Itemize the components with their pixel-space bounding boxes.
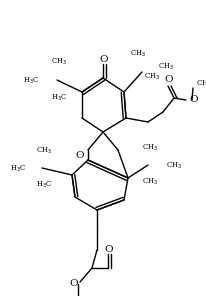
- Text: O: O: [69, 279, 78, 289]
- Text: CH$_3$: CH$_3$: [196, 79, 206, 89]
- Text: CH$_3$: CH$_3$: [142, 177, 158, 187]
- Text: CH$_3$: CH$_3$: [144, 72, 160, 82]
- Text: O: O: [105, 244, 113, 253]
- Text: CH$_3$: CH$_3$: [142, 143, 158, 153]
- Text: O: O: [100, 54, 108, 64]
- Text: CH$_3$: CH$_3$: [36, 146, 52, 156]
- Text: O: O: [76, 150, 84, 160]
- Text: CH$_3$: CH$_3$: [130, 49, 146, 59]
- Text: O: O: [189, 96, 198, 104]
- Text: H$_3$C: H$_3$C: [23, 76, 39, 86]
- Text: CH$_3$: CH$_3$: [166, 161, 182, 171]
- Text: CH$_3$: CH$_3$: [158, 62, 174, 72]
- Text: O: O: [165, 75, 173, 83]
- Text: H$_3$C: H$_3$C: [51, 93, 67, 103]
- Text: CH$_3$: CH$_3$: [51, 57, 67, 67]
- Text: H$_3$C: H$_3$C: [10, 164, 26, 174]
- Text: H$_3$C: H$_3$C: [36, 180, 52, 190]
